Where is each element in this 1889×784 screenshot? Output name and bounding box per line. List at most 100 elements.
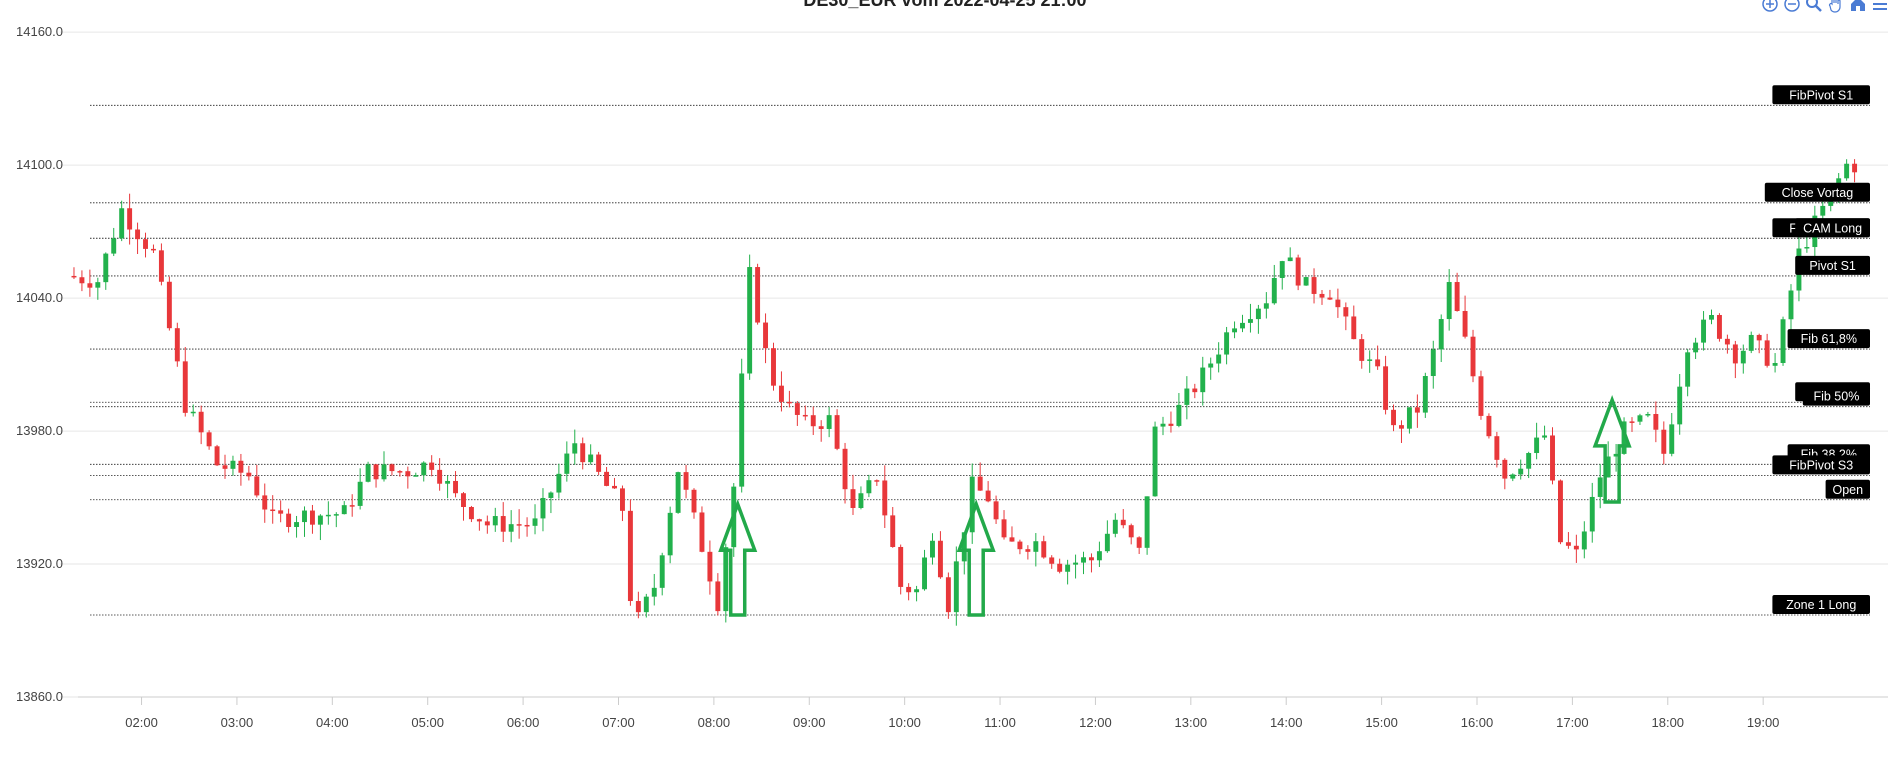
candle [953, 546, 959, 626]
level-label: Open [1825, 479, 1870, 499]
candle-body [699, 512, 705, 552]
level-lines [90, 104, 1870, 616]
candle-body [1430, 349, 1436, 377]
candle [158, 243, 164, 286]
level-label-text: CAM Long [1803, 221, 1862, 235]
signal-arrows [718, 395, 1632, 617]
level-label-bg [1802, 386, 1870, 406]
candle-body [468, 507, 474, 520]
candle [667, 506, 673, 564]
zoom-in-icon[interactable] [1761, 0, 1779, 13]
candle-body [238, 460, 244, 473]
candle-body [1136, 537, 1142, 548]
candle-body [302, 510, 307, 523]
candle-body [1438, 319, 1444, 350]
candle [635, 591, 641, 619]
candle-body [1589, 496, 1595, 532]
candle-body [1240, 322, 1245, 329]
candle [1303, 276, 1309, 286]
candle-body [810, 415, 816, 427]
up-arrow-marker [956, 499, 996, 617]
candle [794, 401, 800, 426]
candle [1844, 159, 1850, 181]
candle [564, 441, 570, 482]
candle-body [532, 518, 538, 526]
candle-body [1399, 425, 1404, 429]
candle [461, 492, 466, 521]
candle [1271, 264, 1277, 305]
candle-body [842, 448, 848, 490]
candle [1502, 458, 1508, 490]
x-tick-label: 09:00 [793, 715, 826, 730]
candle [651, 573, 657, 606]
candle-body [1748, 334, 1754, 351]
candle-body [1542, 435, 1548, 438]
candle-body [1104, 533, 1110, 552]
candle [922, 549, 927, 591]
candle [1216, 342, 1222, 373]
candle-body [1160, 423, 1166, 427]
candle [810, 406, 816, 436]
candle [1224, 326, 1230, 365]
candle [1232, 321, 1238, 339]
candle-body [492, 516, 498, 526]
candle-body [763, 322, 769, 349]
candle [1104, 520, 1110, 553]
level-label-text: Open [1833, 483, 1864, 497]
candle [866, 474, 872, 498]
candle-body [627, 510, 633, 602]
candle-body [1454, 282, 1460, 311]
candle [500, 502, 506, 542]
candle [508, 510, 514, 543]
magnifier-icon[interactable] [1805, 0, 1823, 13]
candle [914, 585, 920, 602]
candle-body [1303, 277, 1309, 286]
candle [516, 509, 522, 539]
candle [1534, 422, 1540, 460]
pan-hand-icon[interactable] [1827, 0, 1845, 13]
candle [381, 451, 387, 482]
candle [1732, 340, 1738, 379]
candle [675, 471, 681, 514]
candle-body [1637, 415, 1643, 422]
candle-body [1025, 549, 1031, 552]
menu-icon[interactable] [1871, 0, 1889, 13]
candle [325, 501, 331, 525]
level-label-bg [1795, 255, 1870, 275]
candle [262, 483, 268, 523]
candle-body [1820, 205, 1826, 216]
candle [1605, 441, 1611, 478]
candle [612, 477, 617, 489]
candle [524, 517, 530, 537]
zoom-out-icon[interactable] [1783, 0, 1801, 13]
candle [71, 267, 77, 280]
candle [802, 405, 808, 421]
candle-body [794, 403, 800, 415]
candle-body [1677, 386, 1683, 425]
candle-body [826, 415, 832, 429]
candle-body [500, 516, 506, 532]
candle [993, 495, 999, 524]
candle [1494, 431, 1500, 468]
candle [1446, 269, 1452, 331]
candle-body [572, 443, 578, 454]
candle-body [1271, 278, 1277, 304]
candle-body [413, 475, 419, 477]
level-label-text: Close Vortag [1782, 186, 1854, 200]
candle [1486, 413, 1492, 439]
candle [1422, 372, 1428, 418]
y-tick-label: 14100.0 [16, 157, 63, 172]
candle-body [1120, 519, 1126, 526]
candle [127, 193, 133, 245]
x-tick-label: 19:00 [1747, 715, 1780, 730]
candle-body [254, 476, 260, 496]
candle-body [1693, 342, 1699, 353]
candle [1748, 331, 1754, 354]
candle-body [1009, 537, 1015, 542]
home-icon[interactable] [1849, 0, 1867, 13]
candle [1780, 316, 1786, 366]
candle [1136, 536, 1142, 554]
candle-body [1764, 340, 1770, 366]
candle [1152, 421, 1158, 497]
x-tick-label: 05:00 [411, 715, 444, 730]
